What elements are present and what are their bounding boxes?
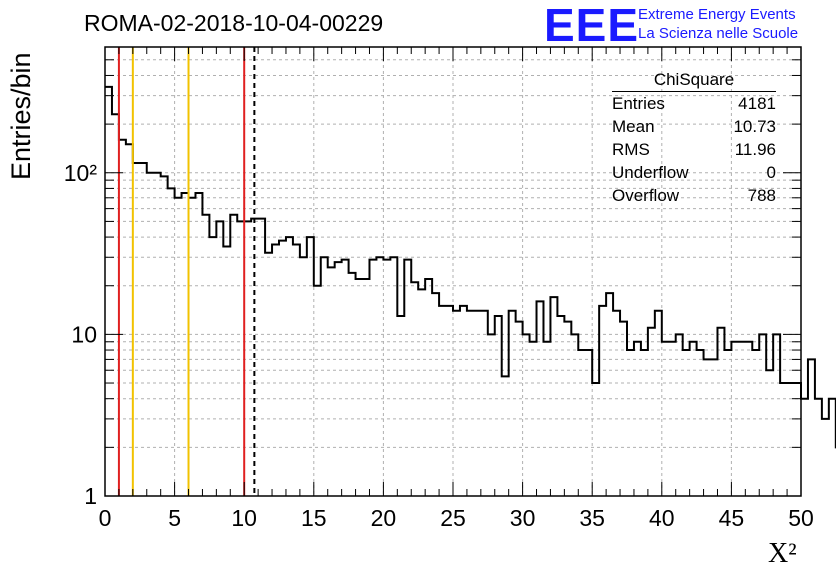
histogram-series [105, 85, 836, 449]
stats-row-entries: Entries 4181 [612, 92, 776, 115]
x-tick-label: 5 [168, 505, 181, 531]
stats-value: 11.96 [734, 140, 776, 159]
stats-title: ChiSquare [612, 70, 776, 92]
stats-label: Mean [612, 117, 655, 136]
x-tick-label: 0 [99, 505, 112, 531]
histogram-title: ROMA-02-2018-10-04-00229 [84, 10, 384, 36]
x-tick-label: 20 [371, 505, 397, 531]
stats-value: 10.73 [733, 117, 776, 136]
logo-line-1: Extreme Energy Events [638, 6, 796, 23]
y-tick-label: 10² [64, 160, 98, 186]
stats-value: 0 [766, 163, 776, 182]
y-tick-label: 10 [71, 321, 97, 347]
stats-row-mean: Mean 10.73 [612, 115, 776, 138]
stats-box: ChiSquare Entries 4181 Mean 10.73 RMS 11… [612, 70, 776, 207]
x-tick-label: 45 [719, 505, 745, 531]
y-tick-label: 1 [84, 483, 97, 509]
x-tick-label: 10 [231, 505, 257, 531]
x-tick-label: 35 [579, 505, 605, 531]
stats-value: 788 [747, 186, 776, 205]
x-tick-label: 30 [510, 505, 536, 531]
x-tick-label: 15 [301, 505, 327, 531]
stats-label: Overflow [612, 186, 680, 205]
stats-label: Underflow [612, 163, 689, 182]
x-axis-label: X² [768, 538, 797, 569]
stats-value: 4181 [738, 94, 776, 113]
stats-label: Entries [612, 94, 665, 113]
logo-line-2: La Scienza nelle Scuole [638, 25, 799, 42]
stats-row-rms: RMS 11.96 [612, 138, 776, 161]
x-tick-label: 25 [440, 505, 466, 531]
stats-row-underflow: Underflow 0 [612, 161, 776, 184]
eee-logo: EEE [544, 0, 640, 51]
x-tick-label: 50 [788, 505, 814, 531]
x-tick-label: 40 [649, 505, 675, 531]
stats-label: RMS [612, 140, 650, 159]
y-axis-label: Entries/bin [6, 52, 36, 180]
stats-row-overflow: Overflow 788 [612, 184, 776, 207]
